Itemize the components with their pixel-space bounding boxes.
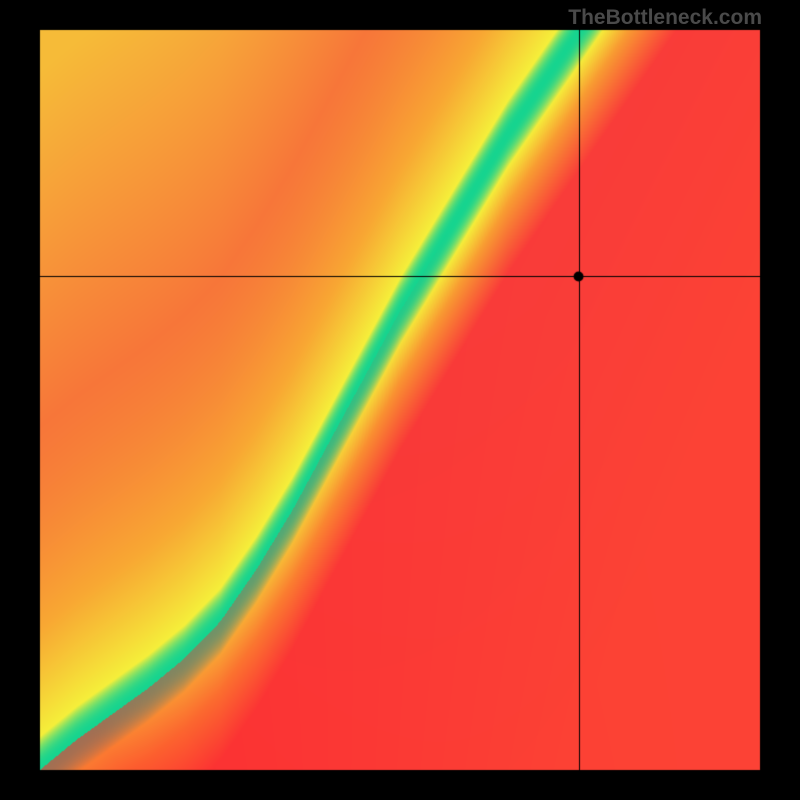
bottleneck-heatmap — [0, 0, 800, 800]
watermark-text: TheBottleneck.com — [568, 6, 762, 30]
chart-container: TheBottleneck.com — [0, 0, 800, 800]
